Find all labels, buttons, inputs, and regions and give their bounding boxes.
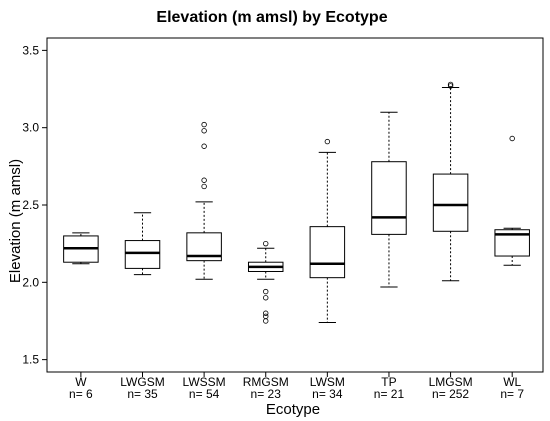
outlier-point [201, 128, 207, 134]
x-tick-label: LWGSM [120, 375, 164, 389]
y-axis-title: Elevation (m amsl) [7, 159, 24, 283]
outlier-point [201, 121, 207, 128]
iqr-box [432, 173, 469, 232]
box-lwssm [186, 121, 222, 280]
box-rmgsm [247, 240, 284, 324]
box-lmgsm [432, 81, 469, 282]
x-tick-label: LWSM [310, 375, 345, 389]
iqr-box [371, 161, 407, 235]
outlier-point [263, 295, 269, 301]
box-wl [494, 135, 530, 266]
outlier-point [263, 288, 269, 295]
x-count-label: n= 35 [127, 387, 158, 401]
iqr-box [309, 226, 346, 279]
outlier-point [201, 183, 207, 190]
outlier-point [201, 177, 207, 183]
x-tick-label: TP [381, 375, 396, 389]
x-count-label: n= 7 [500, 387, 524, 401]
box-tp [371, 111, 407, 288]
box-lwsm [309, 138, 346, 324]
outlier-point [263, 313, 269, 320]
outlier-point [201, 143, 207, 149]
box-series [63, 81, 530, 324]
plot-frame [46, 37, 544, 373]
x-tick-label: LMGSM [429, 375, 473, 389]
y-tick-label: 3.5 [22, 43, 39, 57]
iqr-box [124, 240, 161, 269]
y-tick-label: 2.0 [22, 275, 39, 289]
box-lwgsm [124, 212, 161, 276]
x-tick-label: WL [503, 375, 521, 389]
box-w [63, 232, 99, 265]
outlier-point [509, 135, 515, 142]
x-tick-label: RMGSM [243, 375, 289, 389]
x-axis-title: Ecotype [266, 401, 320, 418]
outlier-point [447, 81, 454, 88]
chart-title: Elevation (m amsl) by Ecotype [156, 9, 387, 26]
x-count-label: n= 252 [432, 387, 469, 401]
outlier-point [263, 240, 269, 247]
x-count-label: n= 6 [69, 387, 93, 401]
y-axis: 1.5 2.0 2.5 3.0 3.5 [22, 43, 47, 367]
y-tick-label: 2.5 [22, 198, 39, 212]
x-count-label: n= 21 [374, 387, 405, 401]
x-tick-label: LWSSM [183, 375, 226, 389]
outlier-point [263, 310, 269, 316]
outlier-point [263, 318, 269, 324]
outlier-point [447, 83, 454, 89]
x-tick-label: W [75, 375, 87, 389]
outlier-point [324, 138, 331, 145]
y-tick-label: 3.0 [22, 121, 39, 135]
x-count-label: n= 54 [189, 387, 220, 401]
y-tick-label: 1.5 [22, 353, 39, 367]
x-count-label: n= 34 [312, 387, 343, 401]
x-count-label: n= 23 [251, 387, 282, 401]
